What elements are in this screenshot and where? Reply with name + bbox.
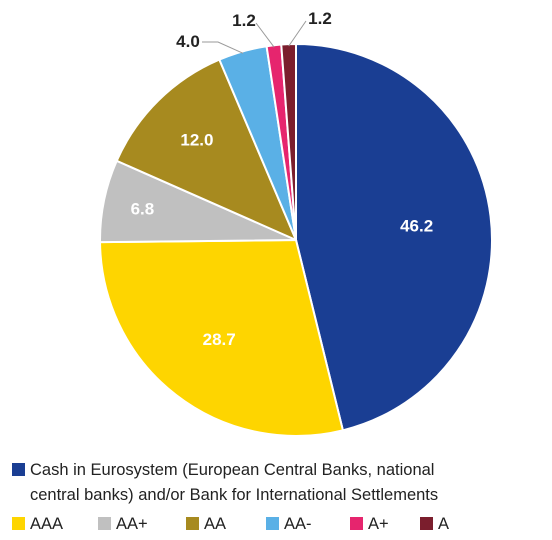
slice-label-aaa: 28.7	[203, 330, 236, 349]
legend-label-a-plus: A+	[368, 515, 389, 533]
legend-label-aa-plus: AA+	[116, 515, 148, 533]
slice-labels: 46.2 28.7 6.8 12.0 4.0 1.2 1.2	[131, 9, 434, 349]
slice-label-cash: 46.2	[400, 216, 433, 235]
legend-swatch-aa-minus	[266, 517, 279, 530]
legend: Cash in Eurosystem (European Central Ban…	[12, 461, 449, 533]
legend-swatch-aa	[186, 517, 199, 530]
leader-line-aa-minus	[202, 41, 244, 54]
pie-slice-cash	[295, 43, 493, 432]
slice-label-aa-minus: 4.0	[176, 32, 200, 51]
legend-label-cash-line1: Cash in Eurosystem (European Central Ban…	[30, 461, 434, 479]
leader-lines	[202, 20, 307, 54]
slice-label-aa-plus: 6.8	[131, 199, 155, 218]
legend-label-aaa: AAA	[30, 515, 63, 533]
legend-swatch-a-plus	[350, 517, 363, 530]
pie-slice-aa	[115, 58, 297, 241]
pie-slice-a	[280, 43, 297, 241]
legend-swatch-a	[420, 517, 433, 530]
slice-label-aa: 12.0	[180, 131, 213, 150]
legend-swatch-aaa	[12, 517, 25, 530]
slice-label-a: 1.2	[308, 9, 332, 28]
slice-label-a-plus: 1.2	[232, 11, 256, 30]
pie-slices	[99, 43, 493, 437]
pie-slice-aaa	[99, 239, 344, 437]
legend-swatch-cash	[12, 463, 25, 476]
legend-label-a: A	[438, 515, 449, 533]
leader-line-a-plus	[255, 22, 275, 48]
legend-label-aa: AA	[204, 515, 226, 533]
legend-label-cash-line2: central banks) and/or Bank for Internati…	[30, 486, 438, 504]
legend-label-aa-minus: AA-	[284, 515, 312, 533]
leader-line-a	[288, 20, 307, 47]
legend-swatch-aa-plus	[98, 517, 111, 530]
